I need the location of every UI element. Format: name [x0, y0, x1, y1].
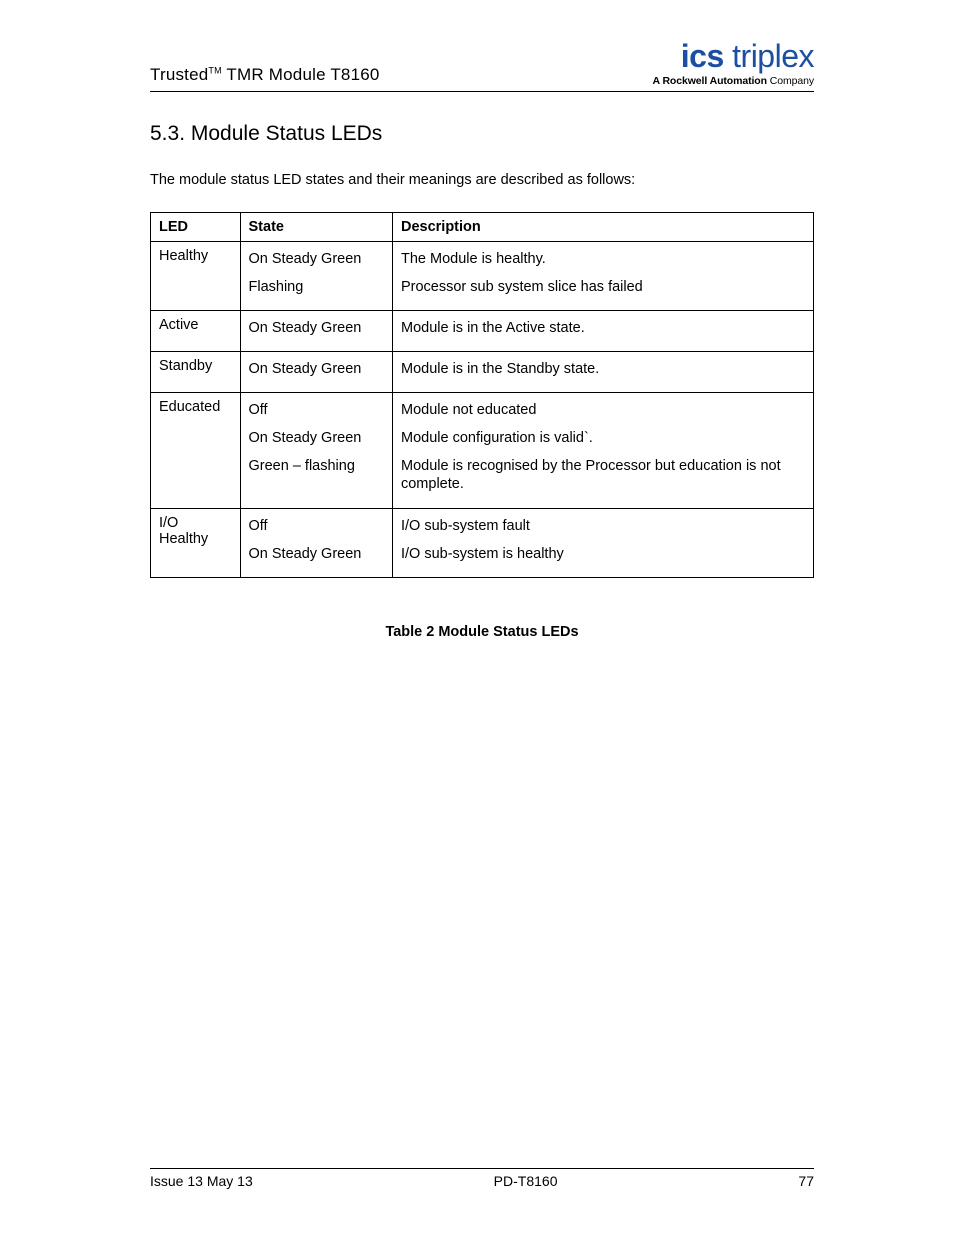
logo-main-line: ics triplex	[653, 40, 814, 72]
state-line: On Steady Green	[249, 358, 384, 386]
footer-docnum: PD-T8160	[494, 1173, 558, 1189]
desc-line: Module is in the Standby state.	[401, 358, 805, 386]
cell-desc: Module is in the Active state.	[392, 310, 813, 351]
logo-subline: A Rockwell Automation Company	[653, 76, 814, 87]
table-row: I/O Healthy Off On Steady Green I/O sub-…	[151, 508, 814, 577]
state-line: Off	[249, 399, 384, 427]
trademark-superscript: TM	[208, 65, 221, 75]
cell-led: Healthy	[151, 241, 241, 310]
logo-sub-suffix: Company	[767, 75, 814, 87]
cell-led: I/O Healthy	[151, 508, 241, 577]
th-state: State	[240, 212, 392, 241]
desc-line: Module is in the Active state.	[401, 317, 805, 345]
section-number: 5.3.	[150, 122, 185, 145]
status-led-table: LED State Description Healthy On Steady …	[150, 212, 814, 578]
state-line: On Steady Green	[249, 248, 384, 276]
table-header-row: LED State Description	[151, 212, 814, 241]
page-header: TrustedTM TMR Module T8160 ics triplex A…	[150, 40, 814, 92]
state-line: On Steady Green	[249, 317, 384, 345]
state-line: On Steady Green	[249, 543, 384, 571]
logo-triplex-text: triplex	[724, 38, 814, 74]
table-caption: Table 2 Module Status LEDs	[150, 624, 814, 640]
logo-sub-bold: Rockwell Automation	[662, 75, 766, 87]
cell-state: Off On Steady Green	[240, 508, 392, 577]
section-heading: 5.3. Module Status LEDs	[150, 122, 814, 146]
cell-state: Off On Steady Green Green – flashing	[240, 393, 392, 509]
cell-desc: Module not educated Module configuration…	[392, 393, 813, 509]
state-line: Flashing	[249, 276, 384, 304]
table-row: Educated Off On Steady Green Green – fla…	[151, 393, 814, 509]
desc-line: The Module is healthy.	[401, 248, 805, 276]
section-title: Module Status LEDs	[191, 122, 382, 145]
cell-desc: Module is in the Standby state.	[392, 351, 813, 392]
desc-line: Module not educated	[401, 399, 805, 427]
state-line: On Steady Green	[249, 427, 384, 455]
desc-line: I/O sub-system fault	[401, 515, 805, 543]
table-row: Active On Steady Green Module is in the …	[151, 310, 814, 351]
cell-led: Active	[151, 310, 241, 351]
doc-title-prefix: Trusted	[150, 65, 208, 84]
page-footer: Issue 13 May 13 PD-T8160 77	[150, 1168, 814, 1189]
cell-desc: I/O sub-system fault I/O sub-system is h…	[392, 508, 813, 577]
desc-line: Module is recognised by the Processor bu…	[401, 455, 805, 501]
logo-ics-text: ics	[681, 38, 724, 74]
th-led: LED	[151, 212, 241, 241]
cell-state: On Steady Green	[240, 310, 392, 351]
desc-line: Module configuration is valid`.	[401, 427, 805, 455]
cell-desc: The Module is healthy. Processor sub sys…	[392, 241, 813, 310]
table-row: Healthy On Steady Green Flashing The Mod…	[151, 241, 814, 310]
desc-line: Processor sub system slice has failed	[401, 276, 805, 304]
section-intro: The module status LED states and their m…	[150, 172, 814, 188]
cell-led: Standby	[151, 351, 241, 392]
logo-sub-prefix: A	[653, 75, 663, 87]
cell-state: On Steady Green	[240, 351, 392, 392]
th-desc: Description	[392, 212, 813, 241]
cell-state: On Steady Green Flashing	[240, 241, 392, 310]
footer-issue: Issue 13 May 13	[150, 1173, 253, 1189]
document-title: TrustedTM TMR Module T8160	[150, 65, 380, 87]
footer-page: 77	[798, 1173, 814, 1189]
state-line: Off	[249, 515, 384, 543]
state-line: Green – flashing	[249, 455, 384, 483]
desc-line: I/O sub-system is healthy	[401, 543, 805, 571]
company-logo: ics triplex A Rockwell Automation Compan…	[653, 40, 814, 87]
cell-led: Educated	[151, 393, 241, 509]
doc-title-rest: TMR Module T8160	[222, 65, 380, 84]
table-row: Standby On Steady Green Module is in the…	[151, 351, 814, 392]
